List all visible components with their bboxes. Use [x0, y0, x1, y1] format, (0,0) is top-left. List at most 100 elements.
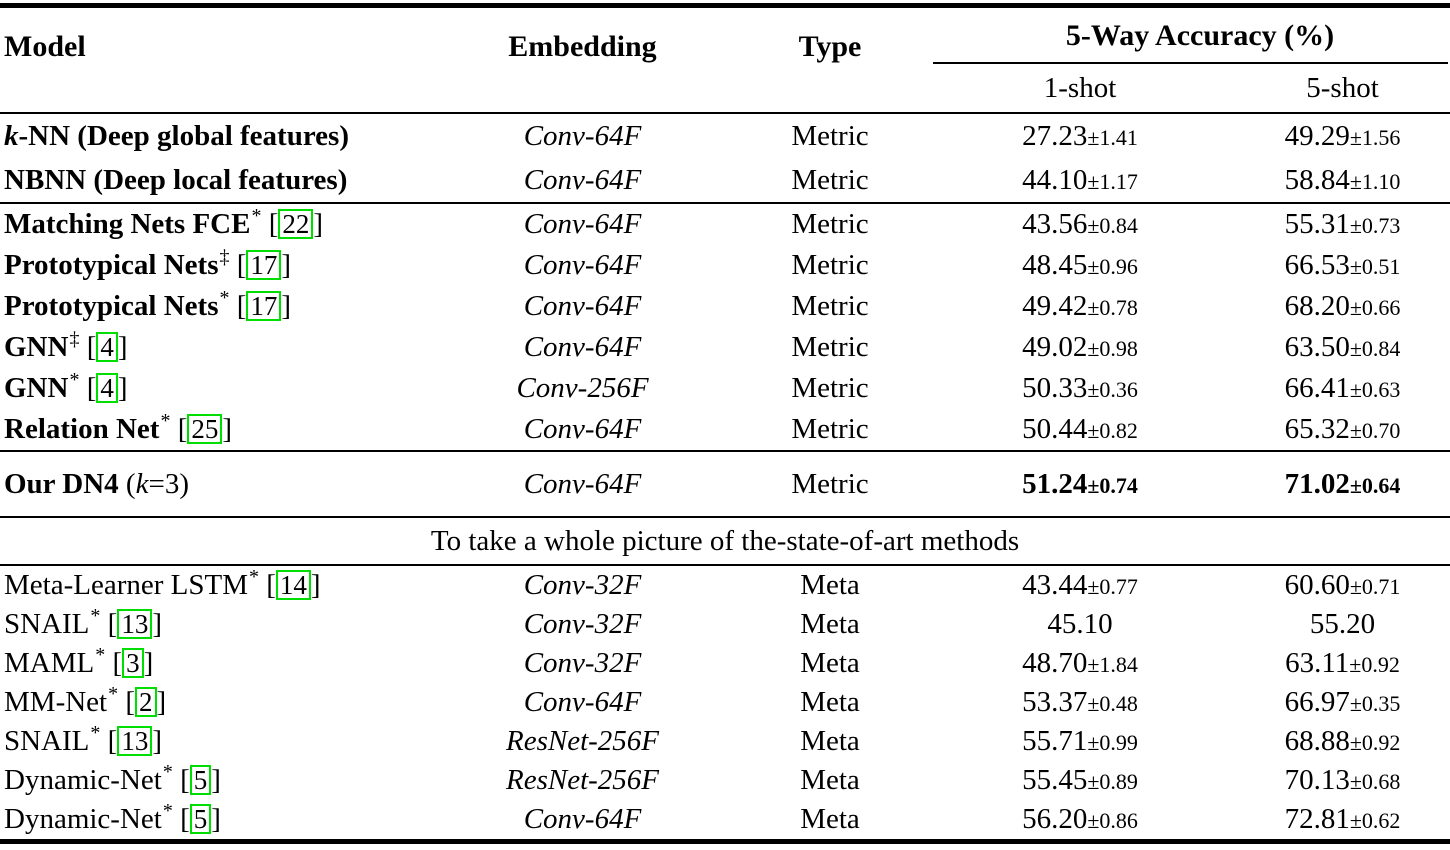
value: 63.11	[1285, 647, 1350, 679]
citation-open-bracket: [	[107, 725, 118, 757]
accuracy-group-label: 5-Way Accuracy (%)	[1065, 19, 1335, 52]
model-superscript: *	[162, 800, 173, 823]
embedding-cell: ResNet-256F	[505, 725, 659, 757]
value: 50.44	[1022, 413, 1088, 445]
citation-link[interactable]: 22	[278, 209, 314, 239]
value: 48.45	[1022, 249, 1088, 281]
citation-open-bracket: [	[177, 413, 188, 445]
citation-close-bracket: ]	[281, 290, 292, 322]
type-cell: Meta	[800, 803, 860, 835]
accuracy-group-rule	[933, 62, 1448, 64]
citation-close-bracket: ]	[156, 686, 167, 718]
model-cell: Prototypical Nets* [17]	[0, 286, 455, 327]
citation-open-bracket: [	[86, 331, 97, 363]
error: ±0.86	[1087, 808, 1138, 833]
model-cell: MAML* [3]	[0, 644, 455, 683]
model-name: Dynamic-Net	[4, 803, 162, 835]
shot5-cell: 55.20	[1210, 605, 1450, 644]
citation-close-bracket: ]	[310, 569, 321, 601]
model-cell: k-NN (Deep global features)	[0, 113, 455, 158]
column-header-accuracy-group: 5-Way Accuracy (%)	[933, 6, 1450, 64]
table-row: SNAIL* [13] Conv-32F Meta 45.10 55.20	[0, 605, 1450, 644]
citation-link[interactable]: 5	[189, 804, 212, 834]
embedding-cell: Conv-64F	[523, 119, 642, 152]
citation-link[interactable]: 13	[117, 726, 153, 756]
table-row: Dynamic-Net* [5] Conv-64F Meta 56.20±0.8…	[0, 800, 1450, 842]
error: ±0.78	[1087, 295, 1138, 320]
model-cell: GNN* [4]	[0, 368, 455, 409]
citation-link[interactable]: 17	[246, 291, 282, 321]
value: 55.71	[1022, 725, 1088, 757]
table-row: k-NN (Deep global features) Conv-64F Met…	[0, 113, 1450, 158]
error: ±0.70	[1349, 418, 1401, 443]
error: ±0.89	[1087, 769, 1138, 794]
citation: [5]	[173, 764, 221, 796]
citation-link[interactable]: 3	[122, 648, 144, 678]
citation: [5]	[173, 803, 221, 835]
value: 49.42	[1022, 290, 1088, 322]
type-cell: Meta	[800, 764, 860, 796]
error: ±0.99	[1087, 730, 1138, 755]
citation-link[interactable]: 14	[275, 570, 311, 600]
value: 55.45	[1022, 764, 1088, 796]
table-body: k-NN (Deep global features) Conv-64F Met…	[0, 113, 1450, 842]
citation-close-bracket: ]	[117, 331, 128, 363]
model-superscript: *	[251, 205, 262, 228]
shot1-cell: 48.70±1.84	[950, 644, 1210, 683]
table-row: Our DN4 (k=3) Conv-64F Metric 51.24±0.74…	[0, 450, 1450, 517]
shot5-cell: 66.97±0.35	[1210, 683, 1450, 722]
embedding-cell: Conv-32F	[523, 608, 642, 640]
citation: [17]	[230, 290, 292, 322]
value: 55.31	[1284, 208, 1350, 240]
shot1-cell: 43.56±0.84	[950, 202, 1210, 245]
citation-open-bracket: [	[180, 764, 190, 796]
citation-link[interactable]: 13	[117, 609, 153, 639]
value: 63.50	[1284, 331, 1350, 363]
embedding-cell: Conv-64F	[523, 290, 642, 322]
model-name: GNN	[4, 372, 69, 404]
citation-link[interactable]: 17	[246, 250, 282, 280]
shot1-cell: 50.33±0.36	[950, 368, 1210, 409]
table-row: Dynamic-Net* [5] ResNet-256F Meta 55.45±…	[0, 761, 1450, 800]
citation: [14]	[259, 569, 321, 601]
error: ±1.84	[1087, 652, 1138, 677]
error: ±1.17	[1087, 168, 1138, 194]
results-table: Model Embedding Type 5-Way Accuracy (%) …	[0, 3, 1450, 844]
citation: [13]	[100, 608, 162, 640]
model-superscript: *	[248, 566, 259, 589]
shot1-cell: 43.44±0.77	[950, 564, 1210, 605]
type-cell: Meta	[800, 647, 860, 679]
shot1-cell: 55.71±0.99	[950, 722, 1210, 761]
shot1-cell: 51.24±0.74	[950, 450, 1210, 517]
error: ±0.82	[1087, 418, 1138, 443]
table-row: Prototypical Nets* [17] Conv-64F Metric …	[0, 286, 1450, 327]
citation-link[interactable]: 4	[96, 332, 118, 362]
shot1-cell: 27.23±1.41	[950, 113, 1210, 158]
type-cell: Metric	[791, 290, 869, 322]
shot5-cell: 55.31±0.73	[1210, 202, 1450, 245]
citation-link[interactable]: 25	[187, 414, 223, 444]
table-row: Relation Net* [25] Conv-64F Metric 50.44…	[0, 409, 1450, 451]
value: 45.10	[1047, 608, 1113, 640]
model-name: NBNN (Deep local features)	[4, 163, 348, 196]
error: ±0.63	[1349, 377, 1401, 402]
table-header: Model Embedding Type 5-Way Accuracy (%) …	[0, 5, 1450, 114]
value: 66.41	[1284, 372, 1350, 404]
type-cell: Metric	[791, 163, 869, 196]
embedding-cell: Conv-64F	[523, 803, 642, 835]
citation-link[interactable]: 5	[189, 765, 212, 795]
model-name: Meta-Learner LSTM	[4, 569, 248, 601]
citation-link[interactable]: 2	[135, 687, 157, 717]
citation-close-bracket: ]	[152, 608, 162, 640]
error: ±0.62	[1349, 808, 1401, 833]
error: ±0.74	[1087, 472, 1138, 498]
table-row: Meta-Learner LSTM* [14] Conv-32F Meta 43…	[0, 564, 1450, 605]
value: 48.70	[1022, 647, 1088, 679]
type-cell: Metric	[710, 450, 950, 517]
citation-link[interactable]: 4	[96, 373, 118, 403]
error: ±0.92	[1349, 652, 1400, 677]
error: ±0.66	[1349, 295, 1401, 320]
value: 66.97	[1284, 686, 1350, 718]
model-superscript: ‡	[219, 246, 230, 269]
banner-text: To take a whole picture of the-state-of-…	[0, 516, 1450, 565]
